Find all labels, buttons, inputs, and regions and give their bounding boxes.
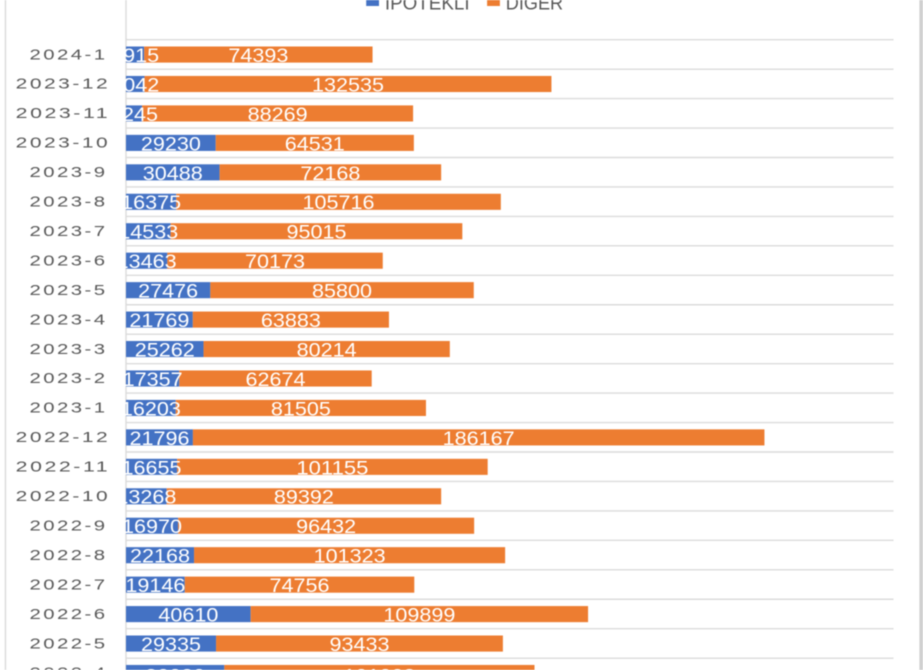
- svg-text:2023-9: 2023-9: [30, 164, 108, 181]
- svg-text:2023-12: 2023-12: [16, 76, 111, 93]
- svg-text:13463: 13463: [117, 252, 177, 273]
- svg-text:109899: 109899: [383, 606, 455, 627]
- svg-text:21796: 21796: [129, 429, 189, 450]
- svg-text:2023-11: 2023-11: [16, 105, 111, 122]
- svg-text:2022-10: 2022-10: [16, 488, 111, 505]
- svg-text:2022-12: 2022-12: [16, 429, 111, 446]
- svg-text:62674: 62674: [245, 370, 305, 391]
- svg-text:29230: 29230: [141, 134, 201, 155]
- svg-text:13268: 13268: [116, 488, 176, 509]
- svg-text:17357: 17357: [123, 370, 183, 391]
- svg-text:16970: 16970: [122, 517, 182, 538]
- svg-text:2023-3: 2023-3: [30, 341, 108, 358]
- svg-text:22168: 22168: [130, 547, 190, 568]
- svg-text:80214: 80214: [297, 340, 357, 361]
- svg-text:16203: 16203: [121, 399, 181, 420]
- svg-text:32030: 32030: [145, 666, 205, 670]
- svg-text:21769: 21769: [129, 311, 189, 332]
- svg-text:2023-7: 2023-7: [30, 223, 108, 240]
- svg-text:5915: 5915: [111, 46, 159, 67]
- svg-text:40610: 40610: [158, 606, 218, 627]
- svg-text:2023-1: 2023-1: [30, 400, 108, 417]
- svg-text:85800: 85800: [312, 282, 372, 303]
- svg-text:29335: 29335: [141, 635, 201, 656]
- svg-text:2023-4: 2023-4: [30, 311, 108, 328]
- svg-text:186167: 186167: [443, 429, 515, 450]
- svg-text:16375: 16375: [121, 193, 181, 214]
- svg-text:74756: 74756: [270, 576, 330, 597]
- svg-text:101323: 101323: [314, 547, 386, 568]
- svg-text:95015: 95015: [286, 223, 346, 244]
- svg-text:2022-4: 2022-4: [30, 665, 108, 670]
- svg-text:101028: 101028: [343, 666, 415, 670]
- svg-text:2023-8: 2023-8: [30, 194, 108, 211]
- svg-text:DİĞER: DİĞER: [506, 0, 563, 15]
- svg-text:6042: 6042: [111, 75, 159, 96]
- svg-text:16655: 16655: [122, 458, 182, 479]
- svg-text:2023-6: 2023-6: [30, 252, 108, 269]
- svg-text:2022-7: 2022-7: [30, 576, 108, 593]
- svg-text:105716: 105716: [303, 193, 375, 214]
- svg-text:2023-2: 2023-2: [30, 370, 108, 387]
- svg-text:2024-1: 2024-1: [30, 46, 108, 63]
- svg-text:93433: 93433: [329, 635, 389, 656]
- svg-text:74393: 74393: [228, 46, 288, 67]
- svg-text:İPOTEKLİ: İPOTEKLİ: [385, 0, 470, 15]
- svg-text:132535: 132535: [312, 75, 384, 96]
- svg-text:2022-5: 2022-5: [30, 635, 108, 652]
- svg-text:27476: 27476: [138, 282, 198, 303]
- svg-text:70173: 70173: [245, 252, 305, 273]
- svg-text:2022-9: 2022-9: [30, 517, 108, 534]
- svg-text:2022-6: 2022-6: [30, 606, 108, 623]
- svg-text:72168: 72168: [300, 164, 360, 185]
- svg-text:30488: 30488: [143, 164, 203, 185]
- svg-text:2023-5: 2023-5: [30, 282, 108, 299]
- svg-text:64531: 64531: [285, 134, 345, 155]
- svg-text:96432: 96432: [296, 517, 356, 538]
- svg-text:25262: 25262: [135, 340, 195, 361]
- svg-text:19146: 19146: [125, 576, 185, 597]
- svg-text:81505: 81505: [271, 399, 331, 420]
- svg-text:2023-10: 2023-10: [16, 135, 111, 152]
- svg-text:89392: 89392: [274, 488, 334, 509]
- svg-text:101155: 101155: [296, 458, 368, 479]
- svg-text:63883: 63883: [261, 311, 321, 332]
- svg-text:14533: 14533: [118, 223, 178, 244]
- svg-text:5245: 5245: [110, 105, 158, 126]
- svg-text:2022-8: 2022-8: [30, 547, 108, 564]
- svg-text:88269: 88269: [248, 105, 308, 126]
- svg-text:2022-11: 2022-11: [16, 459, 111, 476]
